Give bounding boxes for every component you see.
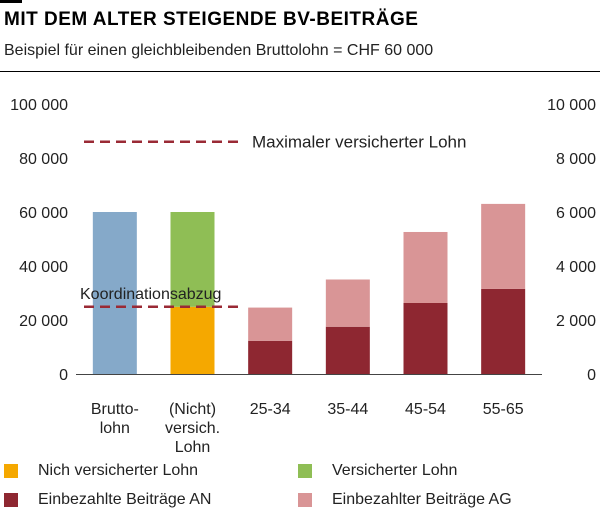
left-axis-tick-label: 40 000: [19, 259, 68, 276]
legend-label: Nich versicherter Lohn: [38, 462, 199, 479]
legend-label: Versicherter Lohn: [332, 462, 458, 479]
right-axis-tick-label: 2 000: [556, 313, 596, 330]
left-axis-tick-label: 60 000: [19, 205, 68, 222]
bar-segment-beitraege-ag: [325, 279, 370, 327]
legend-label: Einbezahlte Beiträge AN: [38, 491, 212, 508]
max-insured-salary-label: Maximaler versicherter Lohn: [252, 133, 466, 152]
title-accent-bar: [0, 0, 22, 3]
bar-segment-nicht-versichert: [170, 306, 215, 374]
right-axis-tick-label: 10 000: [547, 97, 596, 114]
bar-segment-beitraege-an: [325, 326, 370, 374]
category-label: 55-65: [483, 401, 524, 418]
legend-item-nicht-versichert: Nich versicherter Lohn: [4, 462, 198, 480]
bar-segment-beitraege-an: [403, 302, 448, 374]
bar-segment-beitraege-an: [481, 288, 526, 374]
header-divider: [0, 71, 600, 72]
bar-segment-brutto: [92, 212, 137, 374]
bar-segment-beitraege-an: [248, 340, 293, 374]
left-axis-tick-label: 20 000: [19, 313, 68, 330]
legend-swatch: [298, 493, 312, 507]
bar-segment-versichert: [170, 212, 215, 307]
bar-segment-beitraege-ag: [248, 307, 293, 341]
bar-segment-beitraege-ag: [403, 231, 448, 303]
legend-item-versichert: Versicherter Lohn: [298, 462, 457, 480]
category-label: (Nicht) versich. Lohn: [165, 401, 220, 455]
left-axis-tick-label: 80 000: [19, 151, 68, 168]
coordination-deduction-label: Koordinationsabzug: [80, 286, 221, 303]
left-axis-tick-label: 0: [59, 367, 68, 384]
category-label: 25-34: [250, 401, 291, 418]
right-axis-tick-label: 0: [587, 367, 596, 384]
right-axis-tick-label: 6 000: [556, 205, 596, 222]
bar-chart: 0 20 000 40 000 60 000 80 000 100 000 0 2 000 4 …: [10, 97, 596, 455]
category-label: Brutto-lohn: [91, 401, 139, 437]
legend-swatch: [4, 464, 18, 478]
chart-subtitle: Beispiel für einen gleichbleibenden Brut…: [4, 42, 434, 59]
left-axis-tick-label: 100 000: [10, 97, 68, 114]
chart-title: MIT DEM ALTER STEIGENDE BV-BEITRÄGE: [4, 9, 419, 30]
right-axis-tick-label: 8 000: [556, 151, 596, 168]
category-label: 35-44: [327, 401, 368, 418]
legend-item-beitraege-an: Einbezahlte Beiträge AN: [4, 491, 211, 509]
category-label: 45-54: [405, 401, 446, 418]
bar-segment-beitraege-ag: [481, 203, 526, 289]
legend-label: Einbezahlter Beiträge AG: [332, 491, 512, 508]
legend-swatch: [298, 464, 312, 478]
right-axis-tick-label: 4 000: [556, 259, 596, 276]
legend-swatch: [4, 493, 18, 507]
legend-item-beitraege-ag: Einbezahlter Beiträge AG: [298, 491, 512, 509]
